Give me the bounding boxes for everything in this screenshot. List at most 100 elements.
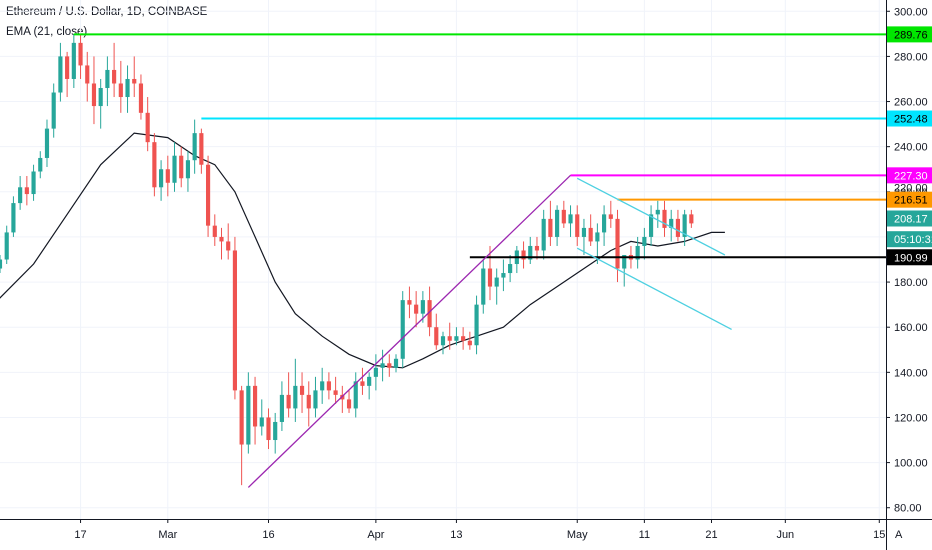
current-price-tag-bg xyxy=(887,210,932,227)
candle-body xyxy=(487,268,493,287)
candle-body xyxy=(521,250,526,260)
candle-body xyxy=(279,394,284,422)
candle-body xyxy=(18,187,23,204)
ema-indicator-legend[interactable]: EMA (21, close) xyxy=(6,26,88,38)
candle-body xyxy=(112,69,117,84)
trend-line xyxy=(247,174,571,488)
candle-body xyxy=(132,78,137,84)
candle-body xyxy=(145,112,150,143)
time-tick-label: 13 xyxy=(450,529,462,541)
candle-body xyxy=(44,128,50,158)
candle-body xyxy=(494,277,499,287)
candles-layer xyxy=(0,33,694,486)
candle-body xyxy=(346,399,352,409)
time-tick-label: 11 xyxy=(639,529,650,541)
candle-body xyxy=(568,214,573,224)
candle-body xyxy=(541,218,546,251)
current-price-tag: 208.17 xyxy=(894,213,928,225)
time-tick-label: 17 xyxy=(74,529,86,541)
candle-body xyxy=(588,227,593,242)
candle-body xyxy=(420,300,425,314)
candle-body xyxy=(608,214,613,219)
trend-line xyxy=(576,177,726,256)
candle-body xyxy=(266,417,271,441)
candle-body xyxy=(118,83,123,98)
candle-body xyxy=(51,92,56,129)
candle-body xyxy=(461,336,466,341)
current-price-tag: 05:10:31 xyxy=(894,234,932,246)
candle-body xyxy=(380,363,385,368)
price-tick-label: 80.00 xyxy=(894,503,922,515)
candle-body xyxy=(635,245,640,260)
level-price-tag: 190.99 xyxy=(894,252,928,264)
candle-body xyxy=(286,394,291,409)
candle-body xyxy=(24,187,29,195)
candle-body xyxy=(393,358,399,368)
candle-body xyxy=(434,327,439,346)
chart-title-symbol: Ethereum / U.S. Dollar, 1D, COINBASE xyxy=(6,6,208,18)
candle-body xyxy=(481,268,486,305)
candle-body xyxy=(669,218,674,228)
candle-body xyxy=(615,218,620,269)
time-tick-label: Apr xyxy=(367,529,384,541)
candle-body xyxy=(373,367,378,377)
candle-body xyxy=(555,209,560,237)
candle-body xyxy=(205,164,211,226)
price-tick-label: 160.00 xyxy=(894,322,928,334)
candle-body xyxy=(602,214,607,233)
candle-body xyxy=(4,232,9,260)
level-price-tag: 289.76 xyxy=(894,29,928,41)
price-tick-label: 100.00 xyxy=(894,458,928,470)
candle-body xyxy=(31,171,36,195)
price-tick-label-partial: 220.00 xyxy=(894,182,928,194)
candle-body xyxy=(185,160,191,179)
candle-body xyxy=(682,214,687,237)
candle-body xyxy=(179,155,184,179)
drawings-layer xyxy=(73,33,886,488)
candle-body xyxy=(675,218,681,237)
time-tick-label: 15 xyxy=(873,529,885,541)
current-price-tag-bg xyxy=(887,231,932,248)
candle-body xyxy=(85,65,90,84)
candle-body xyxy=(212,225,217,237)
level-price-tag-bg xyxy=(887,26,932,43)
candle-body xyxy=(152,142,157,188)
candle-body xyxy=(58,56,63,93)
price-tick-label: 300.00 xyxy=(894,6,928,18)
candle-body xyxy=(561,209,566,224)
candle-body xyxy=(534,245,540,251)
candle-body xyxy=(125,78,130,98)
time-tick-label: May xyxy=(567,529,588,541)
trend-line xyxy=(576,247,732,331)
candle-body xyxy=(232,250,238,391)
candle-body xyxy=(648,214,654,237)
level-price-tag-bg xyxy=(887,191,932,208)
auto-scale-button[interactable]: A xyxy=(895,529,903,541)
candle-body xyxy=(353,381,358,409)
candle-body xyxy=(299,385,305,395)
candle-body xyxy=(447,336,452,341)
candle-body xyxy=(252,385,258,427)
candle-body xyxy=(548,218,553,237)
candle-body xyxy=(71,42,76,79)
candle-body xyxy=(226,241,231,251)
candle-body xyxy=(159,169,164,188)
level-price-tag: 216.51 xyxy=(894,195,928,207)
candle-body xyxy=(474,304,479,346)
candle-body xyxy=(333,390,338,395)
candle-body xyxy=(528,245,533,260)
candle-body xyxy=(78,42,83,66)
candle-body xyxy=(454,336,459,341)
time-tick-label: 16 xyxy=(262,529,274,541)
candle-body xyxy=(427,300,432,328)
candle-body xyxy=(105,69,110,89)
candle-body xyxy=(306,394,311,409)
price-tick-label: 240.00 xyxy=(894,142,928,154)
candle-body xyxy=(38,157,43,172)
candle-body xyxy=(165,169,170,183)
candle-body xyxy=(192,133,197,161)
candle-body xyxy=(11,203,16,233)
candle-body xyxy=(655,209,660,215)
